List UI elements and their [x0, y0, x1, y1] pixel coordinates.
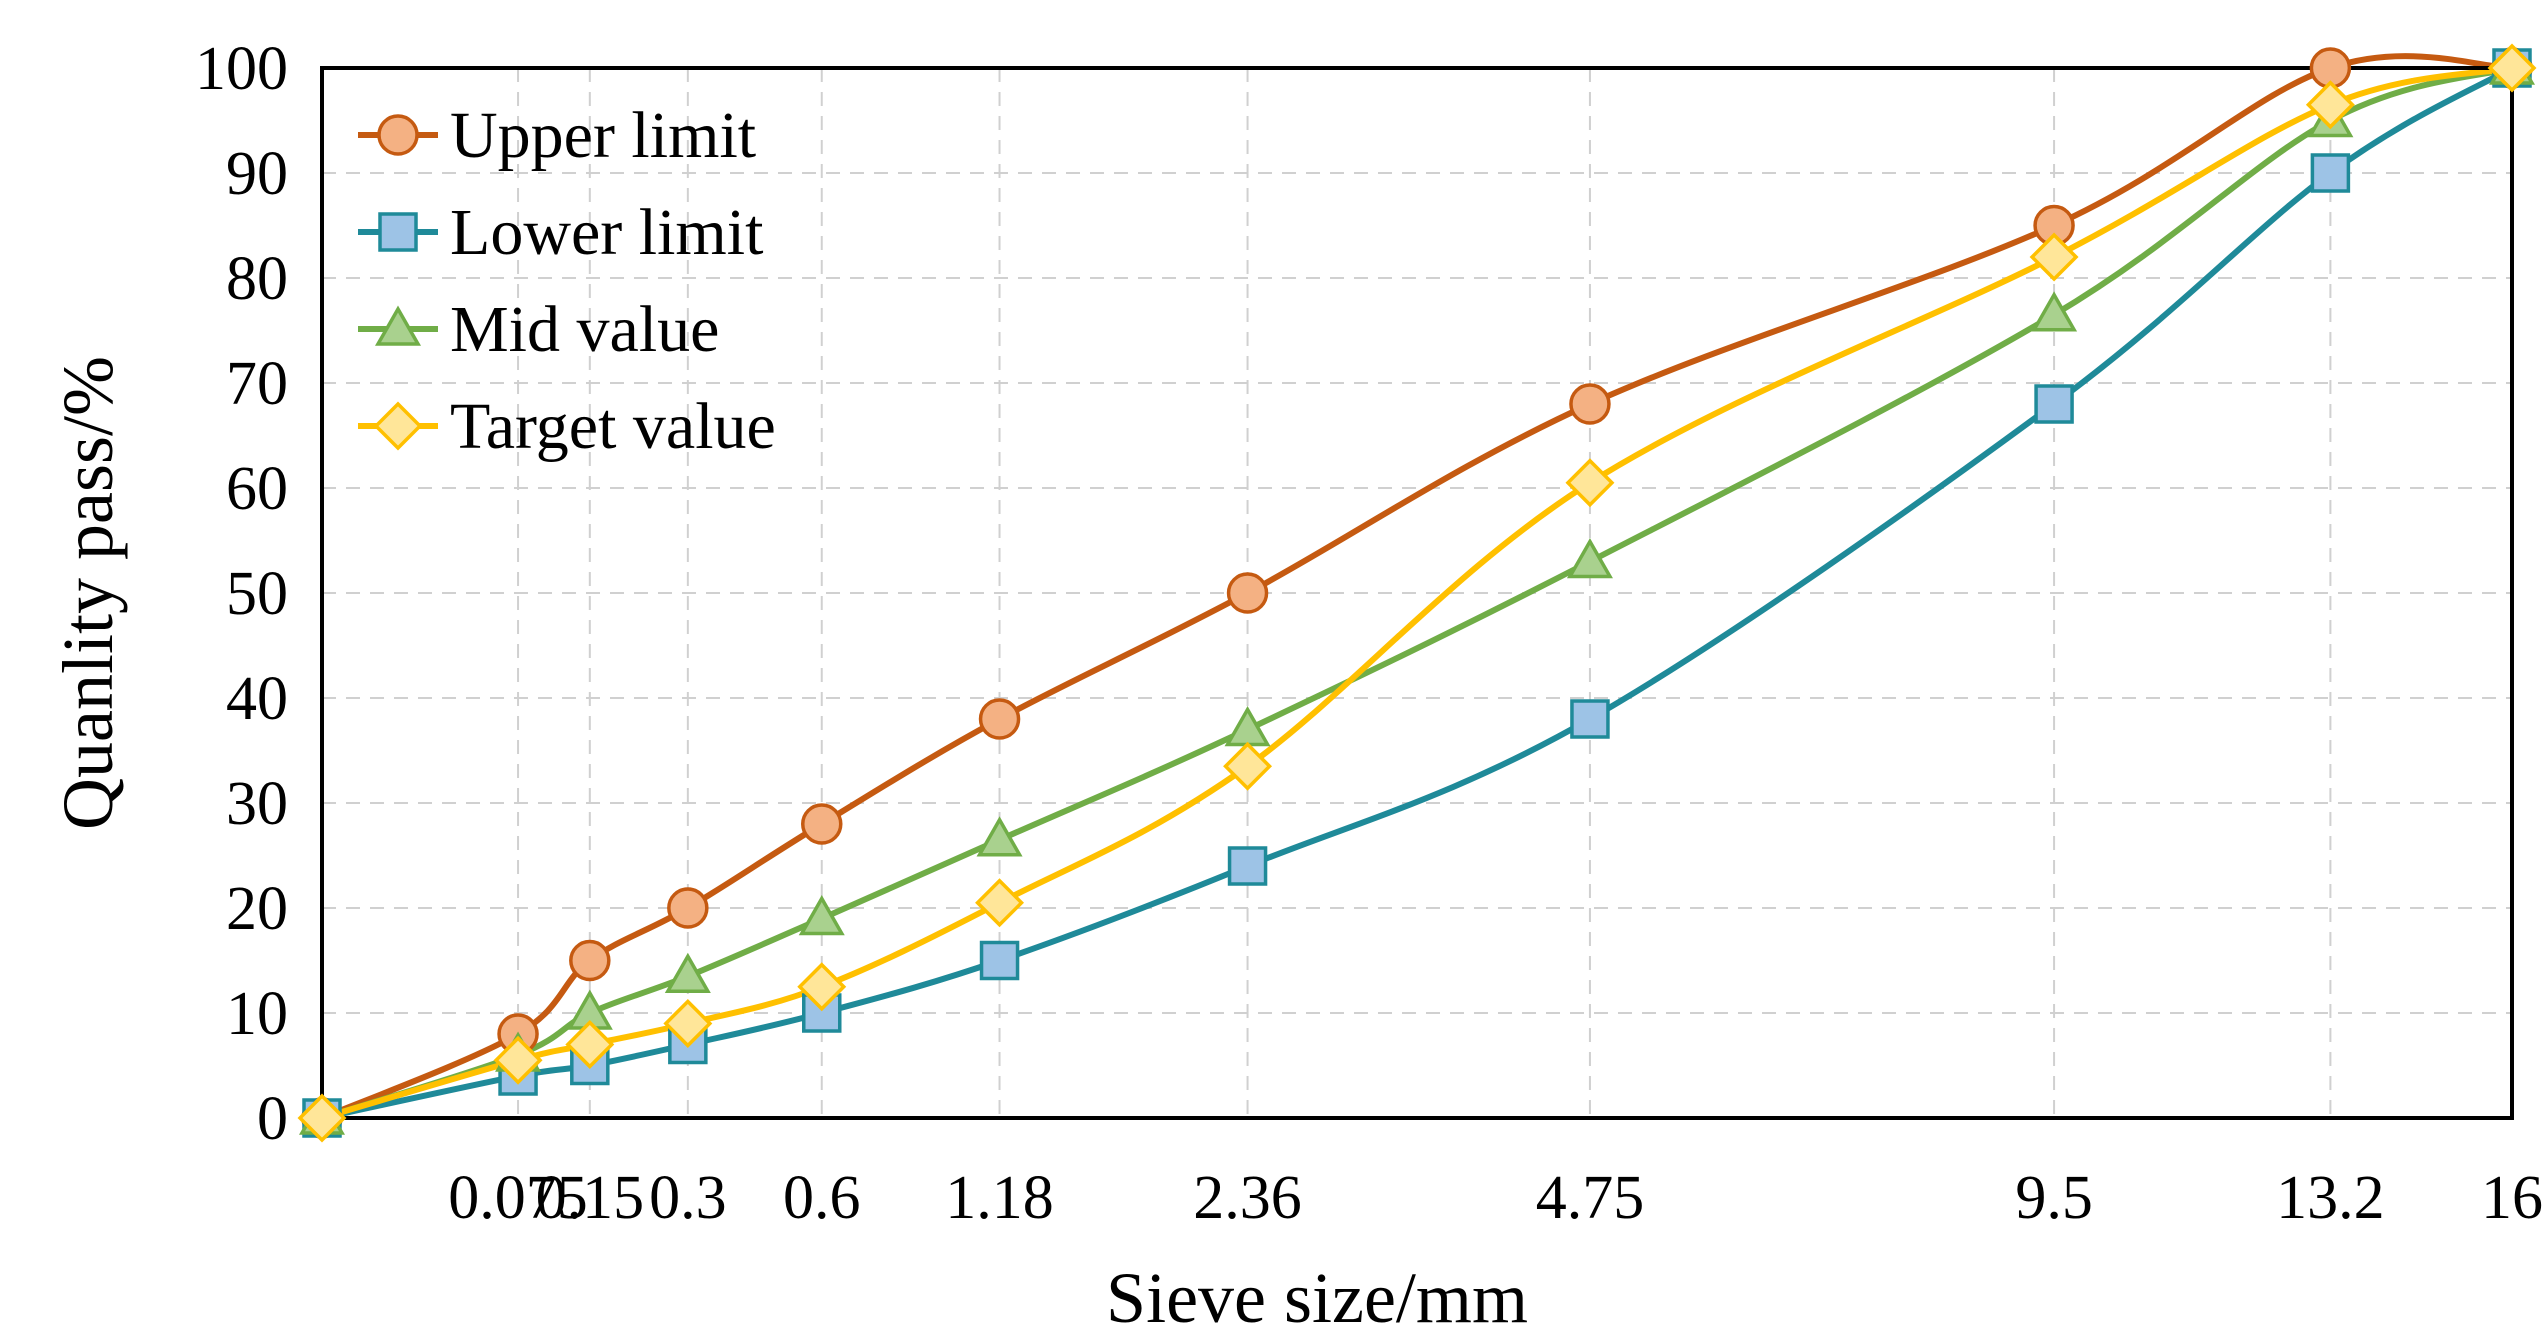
y-tick-label: 90 [226, 140, 288, 208]
y-axis-title: Quanlity pass/% [48, 356, 128, 830]
y-tick-label: 70 [226, 350, 288, 418]
data-point-target-value [1223, 741, 1273, 791]
legend-label-upper-limit: Upper limit [450, 99, 756, 172]
data-point-target-value [2029, 232, 2079, 282]
data-point-target-value [493, 1035, 543, 1085]
legend-label-lower-limit: Lower limit [450, 196, 763, 269]
legend-label-target-value: Target value [450, 390, 776, 463]
x-tick-label: 13.2 [2276, 1164, 2385, 1232]
data-point-lower-limit [1227, 846, 1268, 886]
y-tick-label: 50 [226, 560, 288, 628]
data-point-target-value [1565, 458, 1615, 508]
data-point-upper-limit [569, 939, 611, 982]
data-point-target-value [2487, 43, 2537, 93]
data-point-lower-limit [2310, 153, 2351, 193]
x-tick-label: 0.6 [783, 1164, 861, 1232]
x-tick-label: 4.75 [1536, 1164, 1645, 1232]
data-point-upper-limit [801, 803, 843, 845]
data-point-target-value [663, 999, 713, 1048]
x-tick-label: 0.075 [448, 1164, 588, 1232]
data-point-mid-value [2031, 291, 2078, 332]
plot-frame [320, 66, 2514, 1120]
x-tick-label: 0.15 [536, 1164, 645, 1232]
data-point-lower-limit [979, 940, 1020, 981]
data-point-lower-limit [1570, 699, 1610, 739]
legend-marker-mid-value [374, 305, 422, 346]
legend-marker-target-value [373, 401, 423, 451]
y-axis-ticks: 0 10 20 30 40 50 60 70 80 90 100 [195, 35, 288, 1153]
legend: Upper limit Lower limit Mid value Target va… [358, 99, 776, 463]
y-tick-label: 40 [226, 665, 288, 733]
data-point-mid-value [798, 894, 845, 936]
data-point-upper-limit [667, 887, 709, 929]
legend-marker-lower-limit [378, 212, 418, 252]
data-point-upper-limit [978, 698, 1021, 740]
legend-marker-upper-limit [377, 114, 419, 156]
data-point-upper-limit [1226, 572, 1269, 614]
data-point-mid-value [664, 952, 711, 993]
data-point-upper-limit [1569, 383, 1611, 425]
data-point-target-value [2305, 80, 2355, 130]
data-point-target-value [565, 1020, 615, 1069]
data-point-mid-value [976, 816, 1023, 857]
x-tick-label: 0.3 [649, 1164, 727, 1232]
y-tick-label: 20 [226, 875, 288, 943]
grid-layer [322, 68, 2512, 1118]
y-tick-label: 60 [226, 455, 288, 523]
legend-label-mid-value: Mid value [450, 293, 719, 366]
x-tick-label: 1.18 [945, 1164, 1054, 1232]
series-markers [297, 43, 2537, 1143]
y-tick-label: 10 [226, 980, 288, 1048]
y-tick-label: 80 [226, 245, 288, 313]
x-axis-title: Sieve size/mm [1106, 1258, 1528, 1338]
data-point-mid-value [1224, 705, 1271, 747]
y-tick-label: 0 [257, 1085, 288, 1153]
data-point-mid-value [1566, 537, 1613, 579]
x-tick-label: 2.36 [1193, 1164, 1302, 1232]
data-point-lower-limit [2034, 384, 2074, 424]
y-tick-label: 30 [226, 770, 288, 838]
data-point-target-value [297, 1093, 347, 1143]
y-tick-label: 100 [195, 35, 288, 103]
data-point-target-value [797, 962, 847, 1012]
x-tick-label: 16 [2481, 1164, 2543, 1232]
data-point-target-value [975, 878, 1025, 928]
x-tick-label: 9.5 [2015, 1164, 2093, 1232]
